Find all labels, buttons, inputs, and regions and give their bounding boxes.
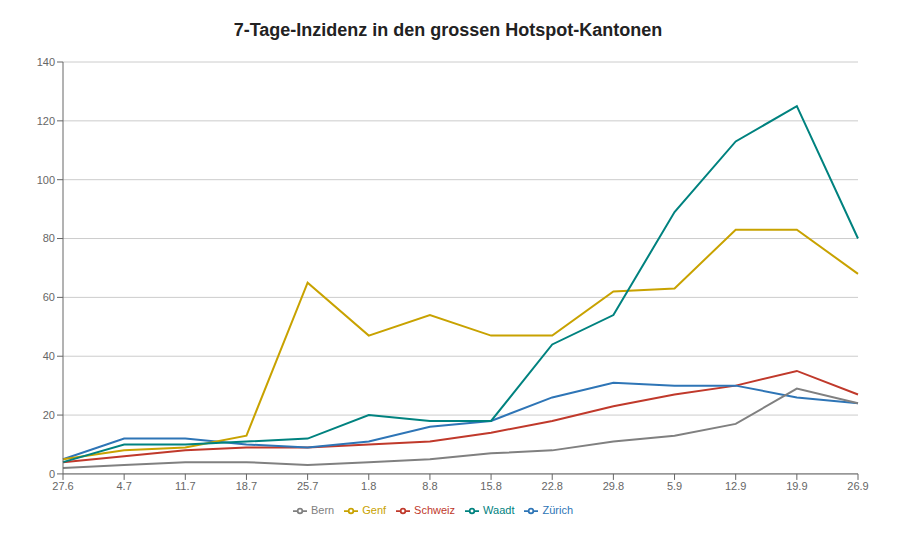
svg-text:80: 80 (43, 232, 55, 244)
html-text:Schweiz: Schweiz (414, 503, 456, 516)
html-text:Bern: Bern (311, 503, 335, 516)
html-text:Waadt: Waadt (483, 503, 515, 516)
svg-text:22.8: 22.8 (542, 480, 563, 492)
svg-text:12.9: 12.9 (725, 480, 746, 492)
svg-text:140: 140 (37, 56, 55, 68)
svg-text:11.7: 11.7 (175, 480, 196, 492)
svg-text:120: 120 (37, 115, 55, 127)
svg-text:15.8: 15.8 (480, 480, 501, 492)
svg-text:4.7: 4.7 (117, 480, 132, 492)
svg-text:29.8: 29.8 (603, 480, 624, 492)
html-text:Genf: Genf (362, 503, 387, 516)
svg-text:40: 40 (43, 350, 55, 362)
svg-text:18.7: 18.7 (236, 480, 257, 492)
svg-text:5.9: 5.9 (667, 480, 682, 492)
svg-text:19.9: 19.9 (786, 480, 807, 492)
svg-text:60: 60 (43, 291, 55, 303)
svg-text:0: 0 (49, 468, 55, 480)
svg-text:100: 100 (37, 174, 55, 186)
html-text:Zürich: Zürich (542, 503, 573, 516)
svg-text:26.9: 26.9 (847, 480, 868, 492)
svg-text:1.8: 1.8 (361, 480, 376, 492)
svg-text:8.8: 8.8 (422, 480, 437, 492)
svg-text:25.7: 25.7 (297, 480, 318, 492)
svg-text:20: 20 (43, 409, 55, 421)
svg-text:27.6: 27.6 (52, 480, 73, 492)
html-text:7-Tage-Inzidenz in den grossen: 7-Tage-Inzidenz in den grossen Hotspot-K… (233, 20, 663, 40)
